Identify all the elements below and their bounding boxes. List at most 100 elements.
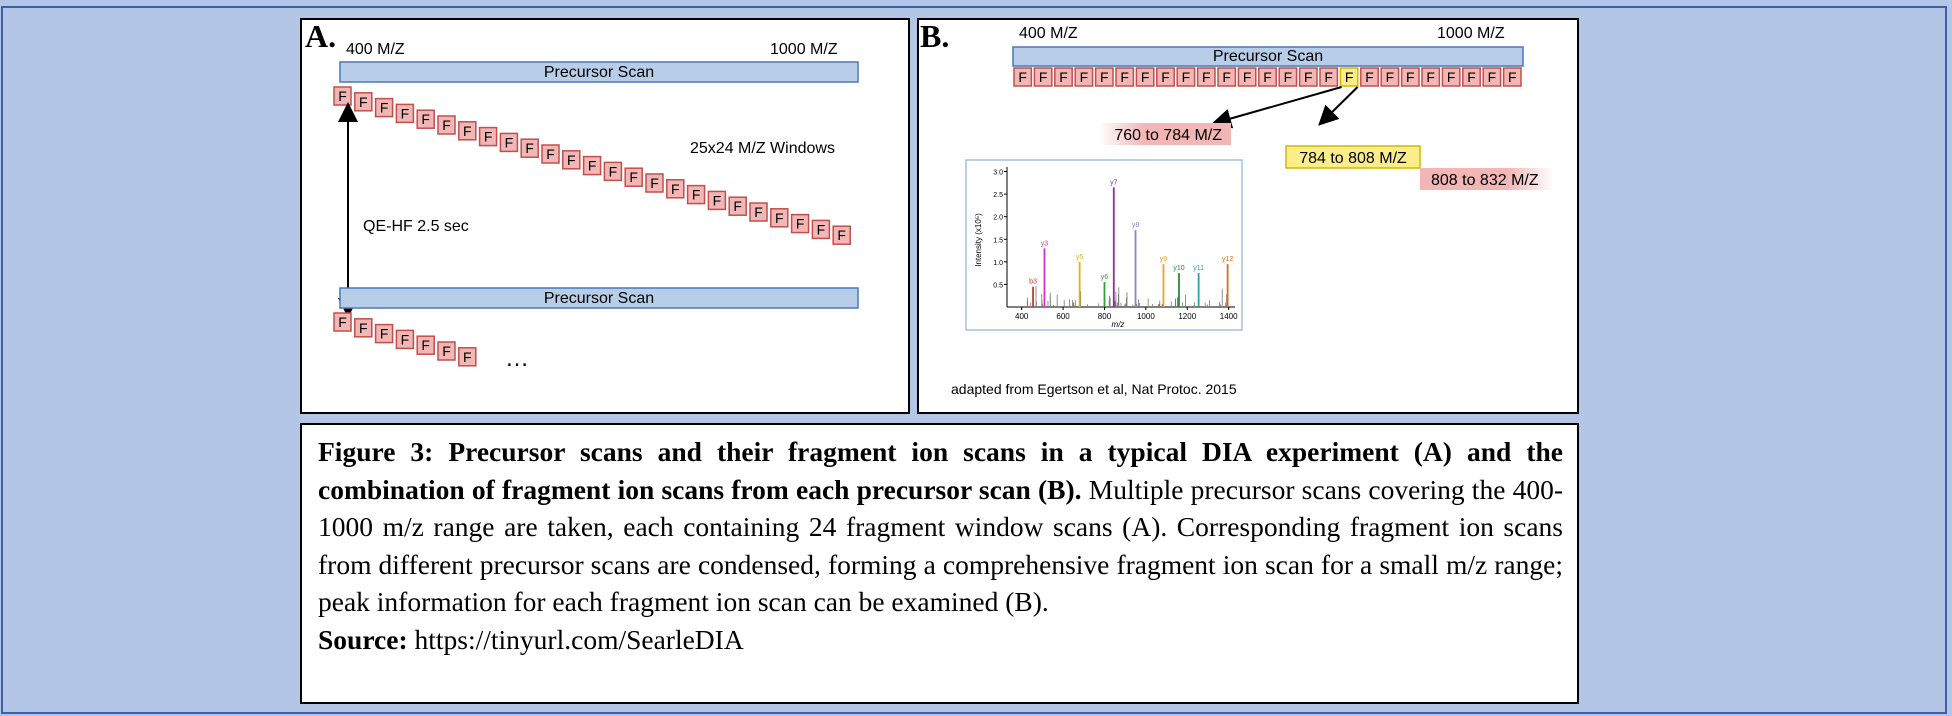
fragment-window-b-14: F (1278, 67, 1298, 87)
spectrum-x-tick-label-4: 1000 (1137, 312, 1155, 321)
window-left-box (1099, 123, 1231, 145)
fragment-window-a2-1: F (333, 312, 352, 332)
fragment-window-b-5-box (1094, 67, 1114, 87)
spectrum-y-tick-label-2: 1.0 (993, 260, 1003, 267)
fragment-window-a1-7-glyph: F (463, 123, 472, 139)
fragment-window-a1-8-box (478, 126, 498, 147)
fragment-window-b-25-glyph: F (1508, 69, 1517, 85)
window-center-box (1285, 145, 1421, 169)
fragment-window-b-17: F (1339, 67, 1359, 87)
fragment-window-b-18: F (1360, 67, 1379, 87)
fragment-window-a1-13: F (582, 155, 602, 176)
fragment-window-b-13-box (1258, 67, 1277, 87)
panel-a-mz-end: 1000 M/Z (770, 41, 838, 58)
fragment-window-a2-5-glyph: F (421, 337, 430, 353)
fragment-window-a2-3: F (374, 323, 394, 344)
fragment-window-b-9: F (1176, 67, 1196, 87)
fragment-window-a1-4: F (395, 103, 415, 124)
fragment-window-a1-7: F (458, 121, 477, 141)
fragment-window-a1-5-glyph: F (421, 111, 430, 127)
fragment-window-b-1-glyph: F (1018, 69, 1027, 85)
fragment-window-a1-4-box (395, 103, 415, 124)
fragment-window-a2-7-box (458, 347, 477, 367)
fragment-window-a1-10-box (520, 138, 539, 158)
fragment-window-b-20-box (1400, 67, 1420, 87)
fragment-window-a1-24-box (811, 219, 831, 240)
fragment-window-a1-21: F (749, 202, 768, 222)
fragment-window-a1-5: F (416, 109, 435, 129)
fragment-window-b-1: F (1013, 67, 1033, 87)
precursor-scan-bar-2 (339, 287, 859, 309)
fragment-window-b-15: F (1298, 67, 1318, 87)
fragment-window-b-11-glyph: F (1222, 69, 1231, 85)
spectrum-y-tick-label-4: 2.0 (993, 215, 1003, 222)
fragment-window-a1-12: F (562, 150, 581, 170)
fragment-window-a2-2-box (354, 318, 373, 338)
fragment-window-b-11-box (1217, 67, 1237, 87)
fragment-window-a2-7-glyph: F (463, 349, 472, 365)
fragment-window-a1-18: F (686, 184, 706, 205)
panel-b-mz-end: 1000 M/Z (1437, 25, 1505, 42)
fragment-window-a1-23-box (790, 213, 810, 234)
fragment-window-b-23-box (1462, 67, 1481, 87)
fragment-window-a1-9-box (499, 132, 519, 153)
panel-a-label: A. (305, 20, 336, 54)
fragment-window-b-2-glyph: F (1039, 69, 1048, 85)
fragment-window-b-16-glyph: F (1324, 69, 1333, 85)
spectrum-peak-label-y8: y8 (1132, 222, 1140, 229)
fragment-window-a1-2-glyph: F (359, 94, 368, 110)
fragment-window-a1-11-box (541, 144, 560, 164)
fragment-window-a1-11: F (541, 144, 560, 164)
spectrum-noise (1026, 286, 1228, 307)
fragment-window-a1-24: F (811, 219, 831, 240)
spectrum-x-tick-label-3: 800 (1098, 312, 1112, 321)
fragment-window-b-19: F (1380, 67, 1400, 87)
fragment-window-a1-21-glyph: F (754, 204, 763, 220)
fragment-window-a2-7: F (458, 347, 477, 367)
fragment-window-b-8: F (1156, 67, 1175, 87)
fragment-window-b-22-box (1441, 67, 1461, 87)
fragment-window-a2-6-box (437, 341, 456, 361)
spectrum-y-tick-label-5: 2.5 (993, 192, 1003, 199)
fragment-window-b-3-box (1054, 67, 1073, 87)
fragment-window-a2-1-box (333, 312, 352, 332)
fragment-window-a2-4: F (395, 329, 415, 350)
spectrum-peak-label-y10: y10 (1173, 265, 1184, 272)
window-center-label: 784 to 808 M/Z (1299, 150, 1407, 167)
fragment-window-a2-2-glyph: F (359, 320, 368, 336)
spectrum-peak-label-y9: y9 (1160, 256, 1168, 263)
spectrum-x-label: m/z (1112, 320, 1125, 329)
fragment-window-a2-1-glyph: F (338, 314, 347, 330)
fragment-window-b-24-box (1482, 67, 1502, 87)
spectrum-peak-label-b3: b3 (1029, 279, 1037, 286)
fragment-window-a2-6: F (437, 341, 456, 361)
spectrum-peak-label-y12: y12 (1222, 256, 1233, 263)
fragment-window-b-21-glyph: F (1426, 69, 1435, 85)
fragment-window-b-10-box (1196, 67, 1216, 87)
attribution-note: adapted from Egertson et al, Nat Protoc.… (951, 381, 1237, 397)
precursor-scan-label-1: Precursor Scan (544, 64, 654, 81)
spectrum-x-tick-label-5: 1200 (1178, 312, 1196, 321)
fragment-window-b-1-box (1013, 67, 1033, 87)
fragment-window-b-14-box (1278, 67, 1298, 87)
fragment-window-b-9-box (1176, 67, 1196, 87)
fragment-window-a1-16-glyph: F (650, 175, 659, 191)
caption-title: Figure 3: Precursor scans and their frag… (318, 436, 1563, 505)
fragment-window-b-24-glyph: F (1488, 69, 1497, 85)
fragment-window-a1-14-glyph: F (609, 163, 618, 179)
source-url[interactable]: https://tinyurl.com/SearleDIA (407, 623, 744, 655)
fragment-window-b-5-glyph: F (1100, 69, 1109, 85)
fragment-window-a1-17: F (666, 179, 685, 199)
fragment-window-a1-6-box (437, 115, 456, 135)
fragment-window-a1-9-glyph: F (505, 134, 514, 150)
fragment-window-a1-23-glyph: F (796, 216, 805, 232)
spectrum-x-tick-label-2: 600 (1056, 312, 1070, 321)
fragment-window-a1-13-glyph: F (588, 158, 597, 174)
cycle-time-label: QE-HF 2.5 sec (363, 218, 469, 235)
fragment-window-a2-3-box (374, 323, 394, 344)
fragment-window-a1-14: F (603, 161, 623, 182)
spectrum-peaks: b3 y3 y5 y6 y7 y8 y9 y10 y11 y12 (1029, 179, 1233, 307)
